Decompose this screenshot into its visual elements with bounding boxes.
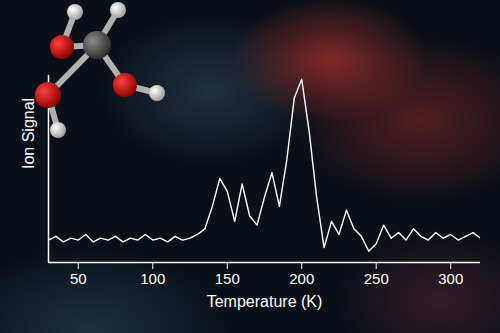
svg-text:150: 150 — [215, 270, 240, 287]
svg-text:Ion Signal: Ion Signal — [20, 98, 37, 169]
svg-text:250: 250 — [364, 270, 389, 287]
svg-text:100: 100 — [140, 270, 165, 287]
svg-text:200: 200 — [289, 270, 314, 287]
svg-text:50: 50 — [70, 270, 87, 287]
svg-text:300: 300 — [438, 270, 463, 287]
svg-text:Temperature (K): Temperature (K) — [207, 293, 323, 310]
